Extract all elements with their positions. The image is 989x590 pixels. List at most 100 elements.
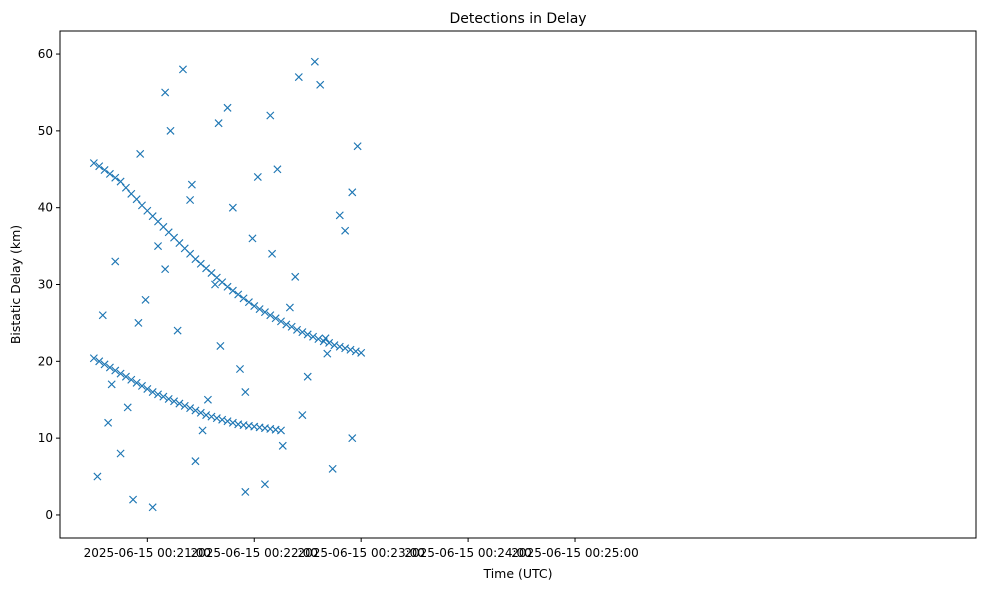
scatter-point [121,372,130,381]
scatter-point [212,414,221,423]
scatter-point [161,265,170,274]
scatter-point [116,449,125,458]
scatter-point [198,426,207,435]
scatter-point [191,457,200,466]
scatter-point [316,80,325,89]
scatter-point [250,302,259,311]
y-tick-label: 0 [45,508,53,522]
scatter-point [228,203,237,212]
scatter-point [335,342,344,351]
scatter-point [268,249,277,258]
scatter-point [346,345,355,354]
scatter-point [207,412,216,421]
scatter-point [95,357,104,366]
scatter-point [100,166,109,175]
scatter-point [223,103,232,112]
scatter-point [223,417,232,426]
scatter-point [111,366,120,375]
scatter-point [148,503,157,512]
scatter-point [100,360,109,369]
scatter-point [186,195,195,205]
y-tick-label: 40 [38,201,53,215]
scatter-point [178,65,187,74]
scatter-point [111,173,120,182]
scatter-point [211,280,220,289]
y-axis-label: Bistatic Delay (km) [8,225,23,344]
scatter-point [166,126,175,135]
scatter-point [223,282,232,291]
scatter-point [203,395,212,404]
x-tick-label: 2025-06-15 00:21:00 [84,546,211,560]
scatter-point [93,472,102,481]
scatter-point [351,347,360,356]
scatter-point [123,403,132,412]
scatter-point [218,415,227,424]
scatter-point [180,401,189,410]
scatter-point [266,111,275,120]
scatter-point [170,397,179,406]
x-tick-label: 2025-06-15 00:22:00 [191,546,318,560]
x-axis-label: Time (UTC) [482,566,552,581]
marker-layer [89,57,366,512]
scatter-point [273,165,282,174]
scatter-point [154,242,163,251]
scatter-point [98,311,107,320]
scatter-point [216,341,225,350]
scatter-point [159,392,168,401]
scatter-point [137,381,146,390]
scatter-point [330,341,339,350]
scatter-point [278,441,287,450]
x-tick-label: 2025-06-15 00:23:00 [297,546,424,560]
scatter-point [241,388,250,397]
y-tick-label: 60 [38,47,53,61]
scatter-point [107,380,116,389]
scatter-point [287,322,296,331]
scatter-point [260,480,269,489]
x-tick-label: 2025-06-15 00:24:00 [404,546,531,560]
scatter-point [234,290,243,299]
scatter-point [298,411,307,420]
scatter-point [148,388,157,397]
scatter-point [104,418,113,427]
scatter-point [239,294,248,303]
scatter-point [248,234,257,243]
scatter-point [260,308,269,317]
scatter-point [105,169,114,178]
scatter-point [132,378,141,387]
scatter-point [353,142,362,151]
scatter-point [266,311,275,320]
scatter-point [214,119,223,128]
scatter-point [298,328,307,337]
scatter-point [143,384,152,393]
scatter-point [276,426,285,435]
scatter-point [164,394,173,403]
scatter-point [357,348,366,357]
scatter-point [348,434,357,443]
scatter-point [95,162,104,171]
scatter-point [187,180,196,189]
chart-title: Detections in Delay [449,11,586,27]
scatter-point [89,159,98,168]
scatter-point [323,349,332,358]
scatter-point [294,73,303,82]
scatter-point [291,272,300,281]
scatter-point [116,369,125,378]
y-tick-label: 30 [38,278,53,292]
scatter-point [129,495,138,504]
scatter-point [335,211,344,220]
scatter-point [127,375,136,384]
scatter-point [141,295,150,304]
scatter-point [175,399,184,408]
scatter-point [325,338,334,347]
scatter-point [293,325,302,334]
scatter-point [244,298,253,307]
y-tick-label: 20 [38,354,53,368]
scatter-point [161,88,170,97]
scatter-point [271,314,280,323]
scatter-point [341,226,350,235]
scatter-point [310,57,319,66]
scatter-point [228,418,237,427]
scatter-point [282,320,291,329]
scatter-point [314,335,323,344]
